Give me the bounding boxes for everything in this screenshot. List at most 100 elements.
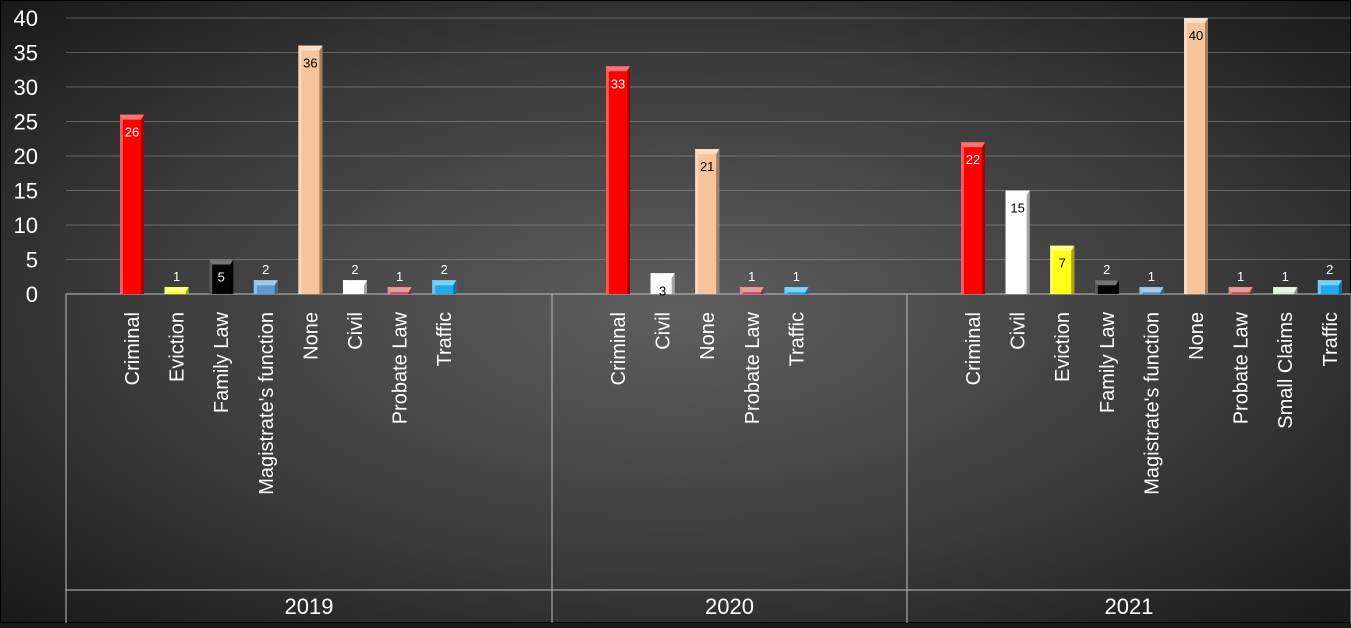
bar-bevel-left	[209, 259, 213, 294]
bar-2021-civil	[1005, 190, 1030, 294]
bar-bevel-top	[695, 149, 720, 155]
bar-bevel-top	[432, 280, 457, 286]
x-tick-label: None	[697, 312, 719, 360]
x-tick-label: Family Law	[211, 311, 233, 413]
bar-bevel-right	[1115, 280, 1119, 294]
bar-bevel-right	[1338, 280, 1342, 294]
bar-2020-none	[695, 149, 720, 294]
y-tick-label: 15	[14, 179, 38, 204]
x-tick-label: Civil	[653, 312, 675, 350]
bar-body	[695, 149, 720, 294]
data-label: 22	[966, 152, 980, 167]
bar-body	[606, 66, 630, 294]
bar-2019-criminal	[120, 114, 144, 294]
bar-bevel-top	[606, 66, 630, 72]
bar-bevel-top	[1228, 287, 1253, 293]
group-label-2021: 2021	[1105, 594, 1154, 619]
data-label: 7	[1059, 256, 1066, 271]
bar-bevel-left	[695, 149, 699, 294]
bar-body	[298, 45, 323, 294]
data-label: 1	[1148, 269, 1155, 284]
bar-bevel-top	[253, 280, 278, 286]
bar-bevel-right	[671, 273, 675, 294]
bar-bevel-top	[1317, 280, 1342, 286]
bar-bevel-right	[230, 259, 234, 294]
data-label: 1	[793, 269, 800, 284]
data-label: 3	[659, 283, 666, 298]
bar-2021-none	[1184, 18, 1208, 294]
data-label: 1	[1282, 269, 1289, 284]
data-label: 15	[1010, 201, 1024, 216]
bar-bevel-top	[784, 287, 809, 293]
bar-bevel-left	[961, 142, 964, 294]
bar-2019-none	[298, 45, 323, 294]
bar-bevel-right	[319, 45, 323, 294]
bar-2021-traffic	[1317, 280, 1342, 294]
bar-bevel-right	[364, 280, 367, 294]
bar-bevel-right	[982, 142, 985, 294]
bar-bevel-top	[1050, 245, 1075, 251]
bar-body	[1050, 245, 1075, 294]
bar-body	[1005, 190, 1030, 294]
bar-bevel-top	[1094, 280, 1119, 286]
data-label: 1	[173, 269, 180, 284]
y-tick-label: 20	[14, 144, 38, 169]
bar-bevel-right	[141, 114, 144, 294]
bar-bevel-right	[1160, 287, 1164, 294]
bar-2020-criminal	[606, 66, 630, 294]
bar-bevel-left	[1273, 287, 1277, 294]
bar-2019-probate-law	[387, 287, 412, 294]
bar-bevel-top	[343, 280, 367, 286]
bar-bevel-left	[650, 273, 654, 294]
x-tick-label: Civil	[345, 312, 367, 350]
x-tick-label: Probate Law	[390, 311, 412, 424]
bar-body	[650, 273, 675, 294]
y-tick-label: 40	[14, 6, 38, 31]
data-label: 33	[611, 76, 625, 91]
bar-bevel-left	[387, 287, 391, 294]
bar-2020-probate-law	[739, 287, 764, 294]
bar-2021-small-claims	[1273, 287, 1298, 294]
y-tick-label: 35	[14, 41, 38, 66]
bar-bevel-left	[1317, 280, 1321, 294]
bar-2021-magistrate-s-function	[1139, 287, 1164, 294]
x-tick-label: Traffic	[434, 312, 456, 366]
bar-bevel-right	[805, 287, 809, 294]
bar-bevel-left	[120, 114, 123, 294]
group-label-2019: 2019	[285, 594, 334, 619]
y-tick-label: 25	[14, 110, 38, 135]
bar-bevel-left	[606, 66, 609, 294]
bar-body	[961, 142, 985, 294]
bar-bevel-left	[1050, 245, 1054, 294]
data-label: 1	[1237, 269, 1244, 284]
x-tick-label: Criminal	[122, 312, 144, 385]
bar-2021-probate-law	[1228, 287, 1253, 294]
x-tick-label: None	[300, 312, 322, 360]
x-tick-label: Traffic	[1320, 312, 1342, 366]
bar-2019-civil	[343, 280, 367, 294]
y-tick-label: 30	[14, 75, 38, 100]
y-tick-label: 10	[14, 213, 38, 238]
bar-bevel-left	[164, 287, 168, 294]
data-label: 26	[125, 125, 139, 140]
bar-bevel-right	[1249, 287, 1253, 294]
bar-bevel-left	[298, 45, 302, 294]
x-tick-label: None	[1186, 312, 1208, 360]
bar-2020-civil	[650, 273, 675, 294]
x-tick-label: Family Law	[1097, 311, 1119, 413]
bar-bevel-top	[739, 287, 764, 293]
bar-bevel-right	[1294, 287, 1298, 294]
bar-2021-eviction	[1050, 245, 1075, 294]
x-tick-label: Traffic	[786, 312, 808, 366]
bar-bevel-left	[1139, 287, 1143, 294]
bar-bevel-top	[1184, 18, 1208, 23]
bar-body	[120, 114, 144, 294]
bar-bevel-left	[1184, 18, 1187, 294]
x-tick-label: Probate Law	[742, 311, 764, 424]
bar-2021-criminal	[961, 142, 985, 294]
bar-bevel-right	[1026, 190, 1030, 294]
bar-bevel-top	[298, 45, 323, 51]
bar-bevel-right	[274, 280, 278, 294]
bar-bevel-top	[1273, 287, 1298, 293]
